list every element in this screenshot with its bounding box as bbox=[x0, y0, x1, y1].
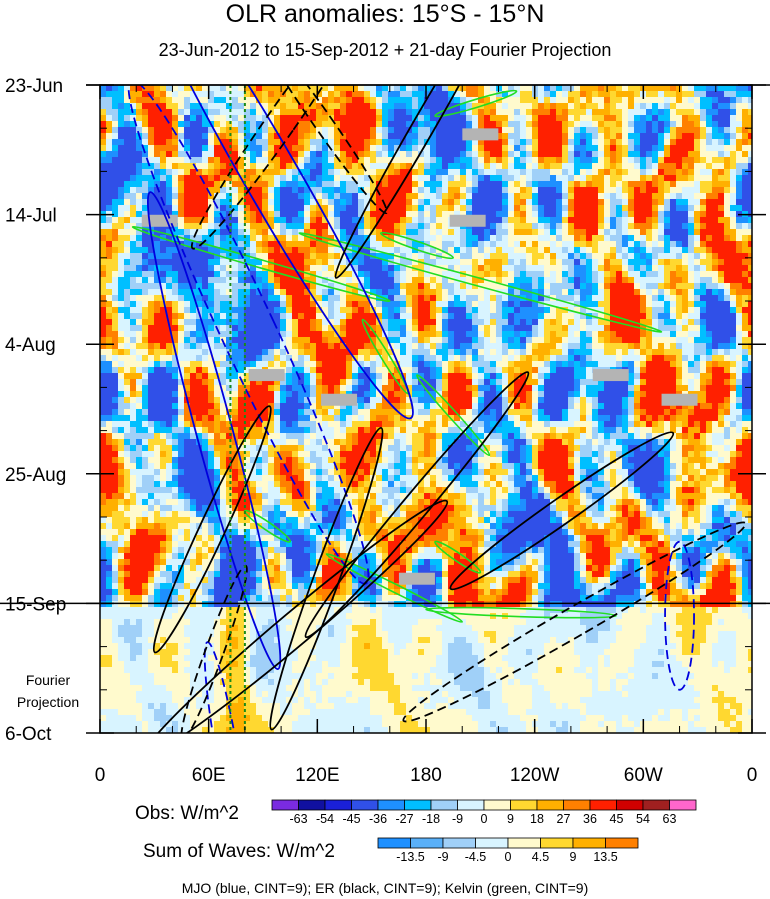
x-tick-label-5: 60W bbox=[624, 765, 663, 786]
er-contour-8 bbox=[449, 431, 675, 591]
wave-colorbar-swatch-1 bbox=[410, 837, 444, 849]
y-tick-label-2: 4-Aug bbox=[5, 335, 56, 356]
y-tick-label-0: 23-Jun bbox=[5, 76, 63, 97]
wave-colorbar-level-0: -13.5 bbox=[396, 850, 425, 864]
kelvin-contour-3 bbox=[379, 231, 454, 260]
obs-colorbar-swatch-8 bbox=[483, 799, 511, 811]
kelvin-contour-0 bbox=[434, 89, 518, 118]
contour-caption: MJO (blue, CINT=9); ER (black, CINT=9); … bbox=[181, 880, 589, 896]
er-contour-2 bbox=[334, 85, 511, 279]
chart-title: OLR anomalies: 15°S - 15°N bbox=[225, 0, 545, 28]
obs-colorbar-swatch-1 bbox=[298, 799, 326, 811]
obs-colorbar-swatch-4 bbox=[377, 799, 405, 811]
obs-colorbar-swatch-2 bbox=[324, 799, 352, 811]
obs-colorbar-level-8: 9 bbox=[507, 812, 514, 826]
er-contour-1 bbox=[257, 85, 388, 215]
obs-colorbar-level-7: 0 bbox=[481, 812, 488, 826]
obs-colorbar-swatch-9 bbox=[510, 799, 538, 811]
obs-colorbar-swatch-10 bbox=[536, 799, 564, 811]
missing-data-box-7 bbox=[398, 572, 435, 585]
olr-field bbox=[100, 85, 752, 733]
obs-colorbar-level-2: -45 bbox=[342, 812, 360, 826]
wave-colorbar-swatch-7 bbox=[605, 837, 639, 849]
wave-colorbar-level-4: 4.5 bbox=[532, 850, 549, 864]
projection-label-line1: Fourier bbox=[25, 672, 71, 688]
obs-colorbar-level-9: 18 bbox=[530, 812, 544, 826]
missing-data-box-5 bbox=[592, 369, 629, 382]
kelvin-contour-4 bbox=[361, 318, 409, 395]
er-contour-0 bbox=[190, 85, 372, 250]
er-contour-3 bbox=[152, 405, 272, 654]
obs-colorbar-swatch-13 bbox=[616, 799, 644, 811]
wave-contours bbox=[127, 85, 747, 733]
chart-axes: 23-Jun 14-Jul 4-Aug 25-Aug 15-Sep 6-Oct 0 60E 12… bbox=[0, 76, 770, 786]
er-contour-5 bbox=[143, 499, 449, 733]
obs-colorbar-label: Obs: W/m^2 bbox=[135, 803, 239, 824]
mjo-contour-3 bbox=[203, 641, 250, 733]
obs-colorbar-level-4: -27 bbox=[395, 812, 413, 826]
obs-colorbar-level-3: -36 bbox=[369, 812, 387, 826]
obs-colorbar-level-14: 63 bbox=[663, 812, 677, 826]
wave-colorbar-level-1: -9 bbox=[437, 850, 448, 864]
wave-colorbar-swatch-2 bbox=[442, 837, 476, 849]
mjo-contour-4 bbox=[664, 540, 695, 691]
missing-data-box-6 bbox=[661, 393, 698, 406]
kelvin-contour-9 bbox=[425, 606, 617, 619]
x-tick-label-4: 120W bbox=[510, 765, 560, 786]
er-contour-9 bbox=[402, 521, 747, 723]
wave-colorbar-swatch-6 bbox=[572, 837, 606, 849]
obs-colorbar-swatch-15 bbox=[669, 799, 697, 811]
wave-colorbar-level-3: 0 bbox=[505, 850, 512, 864]
missing-data-box-4 bbox=[321, 393, 358, 406]
er-contour-6 bbox=[304, 371, 530, 639]
kelvin-contour-6 bbox=[243, 509, 292, 543]
obs-colorbar-swatch-14 bbox=[642, 799, 670, 811]
kelvin-contour-8 bbox=[325, 553, 464, 623]
obs-colorbar-swatch-6 bbox=[430, 799, 458, 811]
missing-data-box-2 bbox=[449, 214, 486, 227]
projection-label-line2: Projection bbox=[16, 694, 80, 710]
obs-colorbar-level-5: -18 bbox=[422, 812, 440, 826]
x-tick-label-2: 120E bbox=[295, 765, 339, 786]
wave-colorbar-level-2: -4.5 bbox=[465, 850, 487, 864]
obs-colorbar-swatch-11 bbox=[563, 799, 591, 811]
obs-colorbar-swatch-12 bbox=[589, 799, 617, 811]
missing-data-box-3 bbox=[248, 369, 285, 382]
mjo-contour-1 bbox=[146, 191, 282, 670]
y-tick-label-1: 14-Jul bbox=[5, 206, 57, 227]
x-tick-label-0: 0 bbox=[95, 765, 106, 786]
kelvin-contour-1 bbox=[131, 225, 391, 302]
wave-colorbar-swatch-5 bbox=[540, 837, 574, 849]
chart-subtitle: 23-Jun-2012 to 15-Sep-2012 + 21-day Four… bbox=[158, 40, 612, 60]
y-tick-label-3: 25-Aug bbox=[5, 465, 66, 486]
obs-colorbar-level-10: 27 bbox=[557, 812, 571, 826]
kelvin-contour-5 bbox=[416, 374, 491, 457]
wave-colorbar-swatch-0 bbox=[377, 837, 411, 849]
obs-colorbar-level-0: -63 bbox=[289, 812, 307, 826]
wave-colorbar-level-6: 13.5 bbox=[593, 850, 617, 864]
obs-colorbar-level-1: -54 bbox=[316, 812, 334, 826]
missing-data-box-0 bbox=[462, 128, 499, 141]
x-tick-label-3: 180 bbox=[410, 765, 442, 786]
colorbars: -63 -54 -45 -36 -27 -18 -9 0 9 18 27 36 45 54 63-13.5-… bbox=[271, 799, 697, 864]
kelvin-contour-2 bbox=[298, 232, 663, 333]
obs-colorbar-level-11: 36 bbox=[583, 812, 597, 826]
y-tick-label-5: 6-Oct bbox=[5, 724, 52, 745]
y-tick-label-4: 15-Sep bbox=[5, 594, 66, 615]
obs-colorbar-level-12: 45 bbox=[610, 812, 624, 826]
obs-colorbar-level-6: -9 bbox=[452, 812, 463, 826]
wave-colorbar-swatch-3 bbox=[475, 837, 509, 849]
wave-colorbar-level-5: 9 bbox=[570, 850, 577, 864]
x-tick-label-1: 60E bbox=[192, 765, 226, 786]
wave-colorbar-swatch-4 bbox=[507, 837, 541, 849]
obs-colorbar-level-13: 54 bbox=[636, 812, 650, 826]
obs-colorbar-swatch-3 bbox=[351, 799, 379, 811]
obs-colorbar-swatch-0 bbox=[271, 799, 299, 811]
kelvin-contour-7 bbox=[434, 540, 482, 574]
obs-colorbar-swatch-5 bbox=[404, 799, 432, 811]
obs-colorbar-swatch-7 bbox=[457, 799, 485, 811]
x-tick-label-6: 0 bbox=[747, 765, 758, 786]
waves-colorbar-label: Sum of Waves: W/m^2 bbox=[143, 841, 335, 862]
